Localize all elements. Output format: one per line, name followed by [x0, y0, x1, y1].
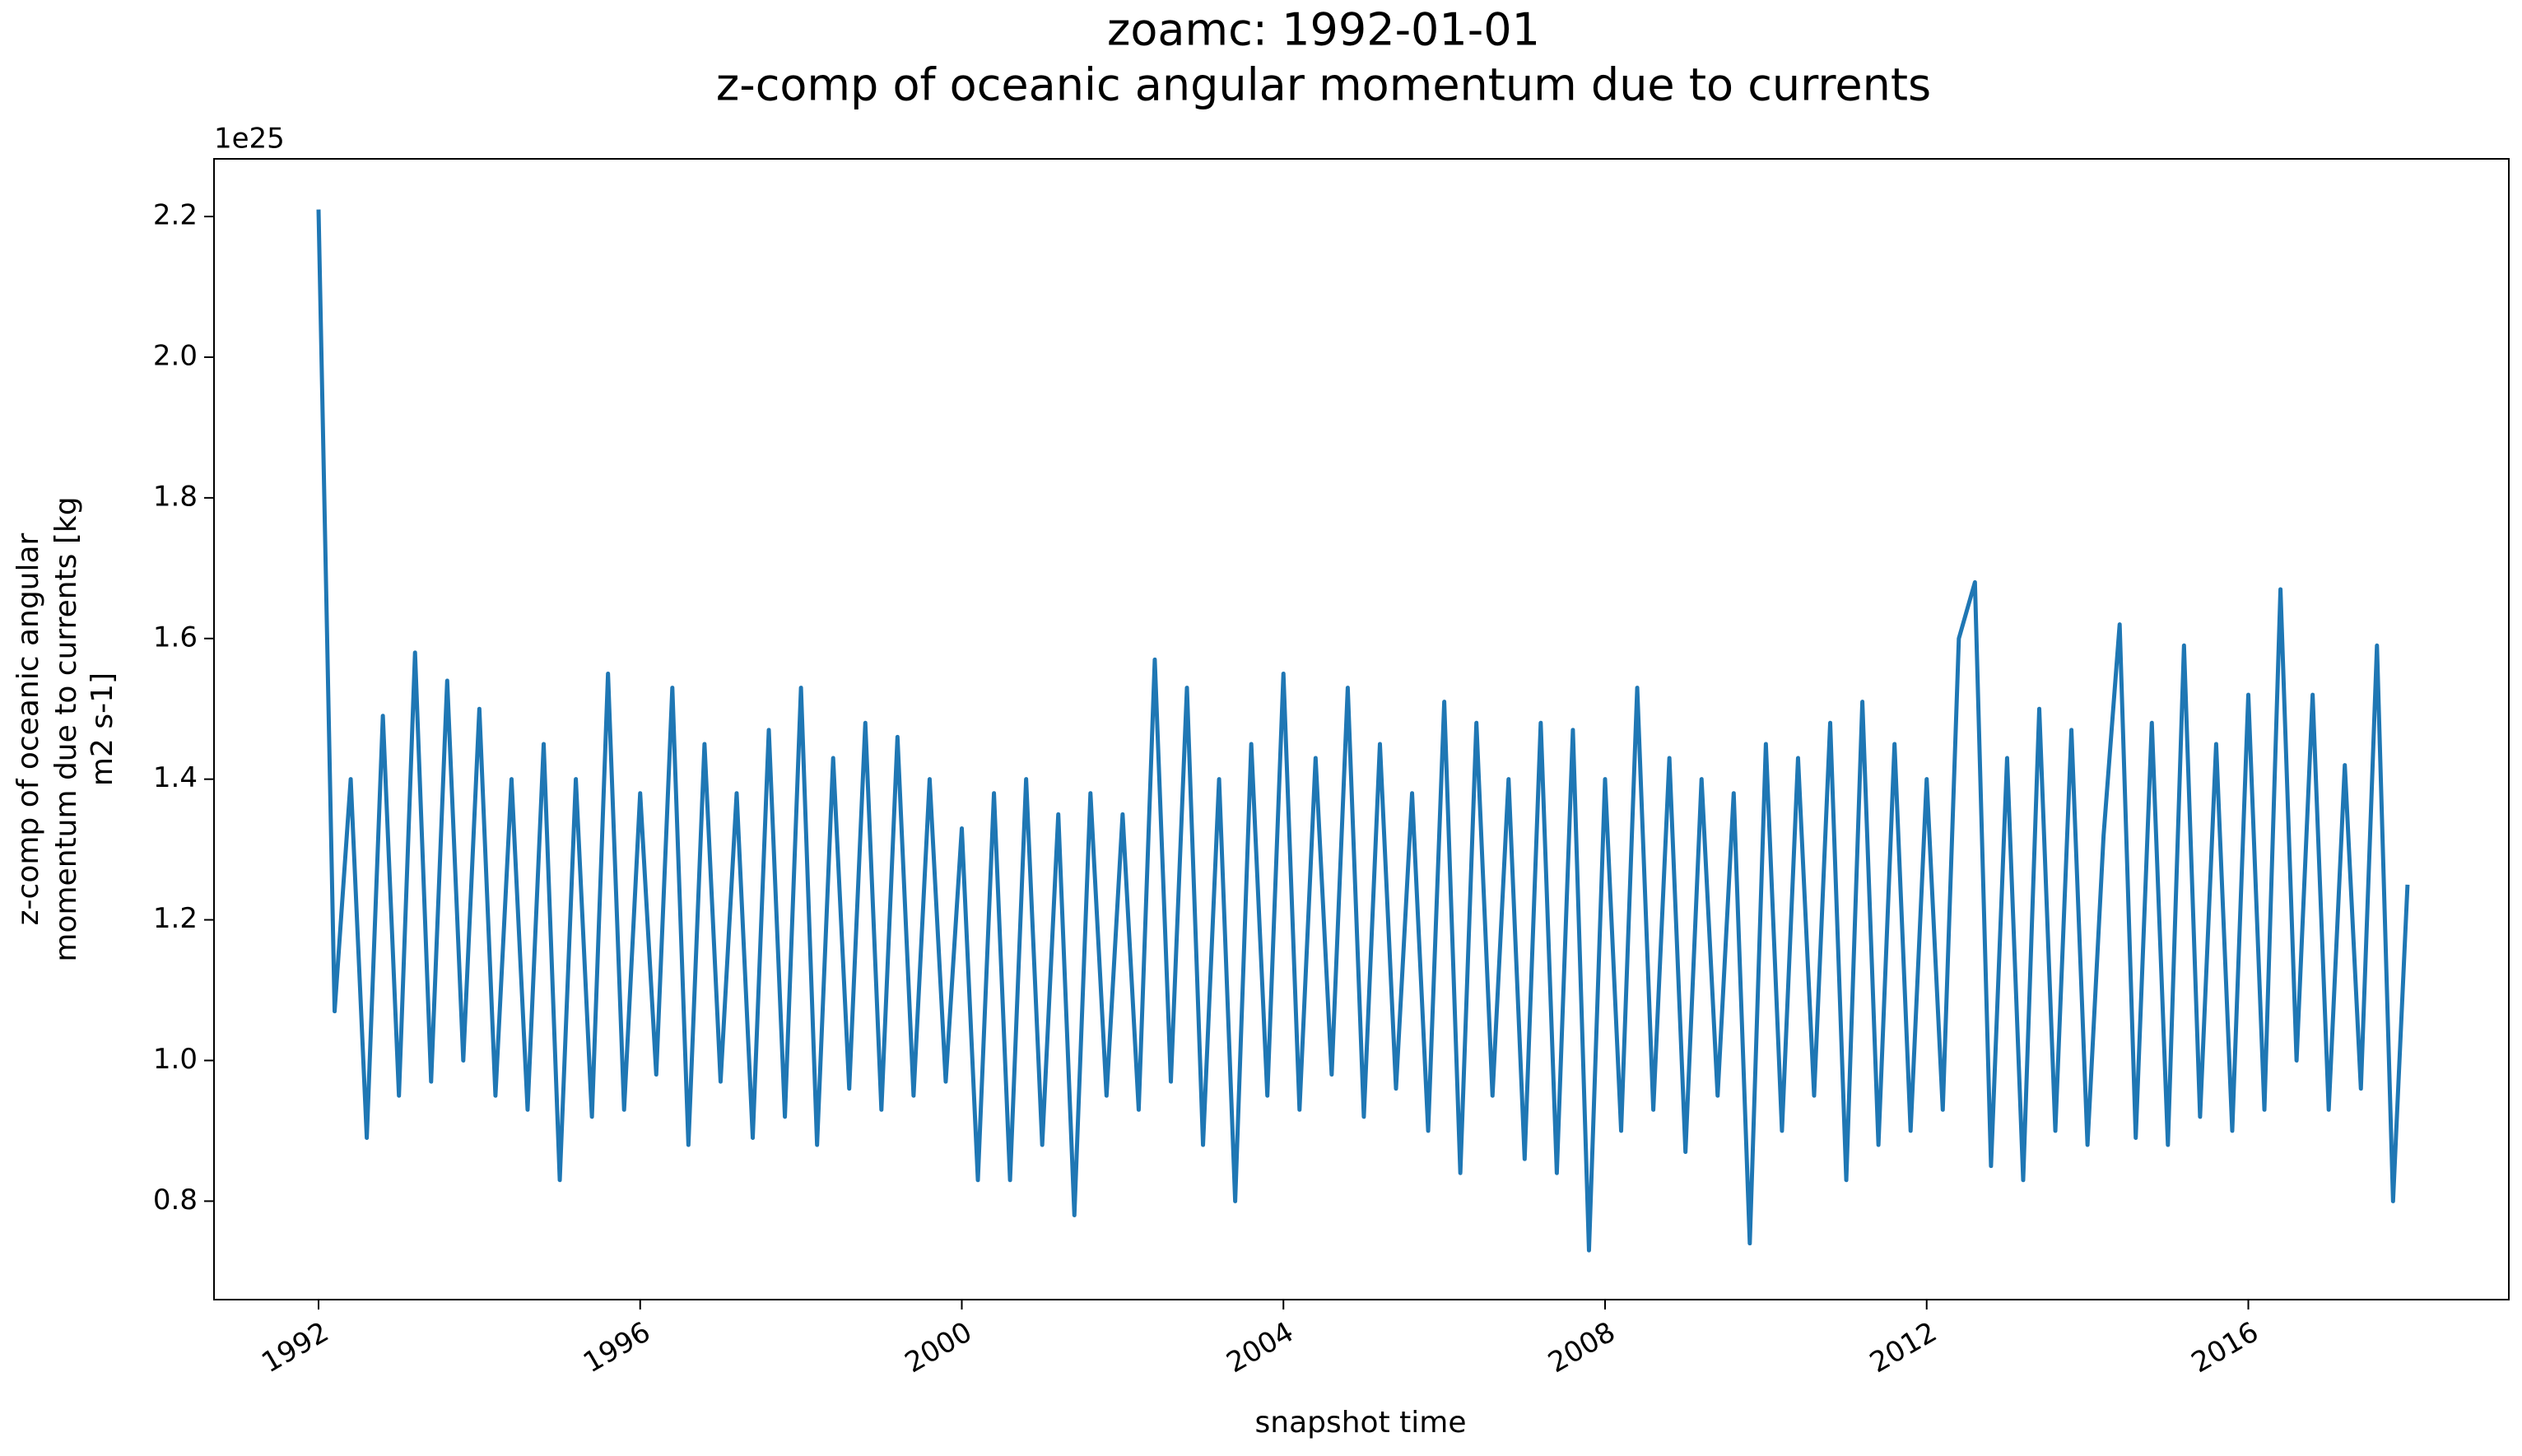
y-tick-label: 2.0	[153, 339, 198, 372]
x-tick-label: 2004	[1221, 1315, 1300, 1379]
y-tick-label: 0.8	[153, 1184, 198, 1216]
x-tick-label: 2000	[900, 1315, 978, 1379]
plot-frame	[213, 158, 2510, 1300]
y-tick-label: 1.0	[153, 1043, 198, 1076]
x-axis-label: snapshot time	[1255, 1406, 1467, 1440]
chart-title: zoamc: 1992-01-01	[1107, 4, 1540, 56]
y-tick-label: 1.4	[153, 761, 198, 794]
y-tick-label: 1.8	[153, 480, 198, 513]
x-tick-label: 1996	[578, 1315, 656, 1379]
x-tick-label: 2008	[1543, 1315, 1621, 1379]
y-axis-label: m2 s-1]	[86, 672, 119, 786]
y-tick-label: 1.6	[153, 621, 198, 654]
x-tick-label: 2012	[1864, 1315, 1943, 1379]
y-tick-label: 2.2	[153, 199, 198, 232]
x-tick-label: 2016	[2186, 1315, 2264, 1379]
y-axis-label: z-comp of oceanic angular	[12, 533, 45, 925]
offset-label: 1e25	[214, 123, 285, 156]
y-tick-label: 1.2	[153, 902, 198, 935]
chart-subtitle: z-comp of oceanic angular momentum due t…	[716, 59, 1931, 111]
x-tick-label: 1992	[256, 1315, 334, 1379]
y-axis-label: momentum due to currents [kg	[49, 496, 83, 961]
data-line	[316, 209, 2410, 1253]
